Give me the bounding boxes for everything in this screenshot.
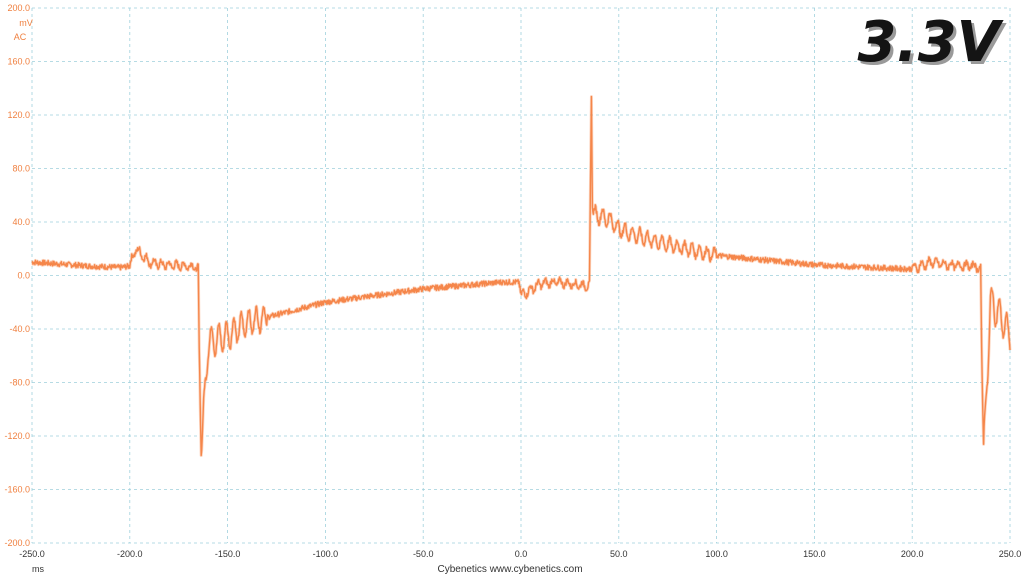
svg-text:3.3V: 3.3V [857,10,1004,75]
x-tick-label: -250.0 [19,549,45,559]
y-axis-coupling: AC [14,32,27,42]
y-axis-labels: 200.0 160.0 120.0 80.0 40.0 0.0 -40.0 -80.0 -120… [4,3,30,548]
x-tick-label: -50.0 [413,549,434,559]
x-tick-label: 250.0 [999,549,1022,559]
y-tick-label: 40.0 [12,217,30,227]
x-tick-label: -150.0 [215,549,241,559]
x-tick-label: 50.0 [610,549,628,559]
chart-title-badge: 3.3V 3.3V [857,10,1007,78]
series-trace-line [31,95,1011,457]
chart-grid [31,7,1011,544]
x-tick-label: 200.0 [901,549,924,559]
x-tick-label: 100.0 [705,549,728,559]
x-tick-label: 150.0 [803,549,826,559]
y-tick-label: 80.0 [12,164,30,174]
y-tick-label: 200.0 [7,3,30,13]
x-tick-label: 0.0 [515,549,528,559]
y-tick-label: -200.0 [4,538,30,548]
x-tick-label: -200.0 [117,549,143,559]
y-tick-label: 0.0 [17,271,30,281]
y-axis-unit: mV [19,18,33,28]
svg-text:3.3V: 3.3V [860,13,1007,78]
y-tick-label: 120.0 [7,110,30,120]
x-axis-unit: ms [32,564,44,574]
y-tick-label: -120.0 [4,431,30,441]
y-tick-label: 160.0 [7,57,30,67]
x-tick-label: -100.0 [313,549,339,559]
footer-credit: Cybenetics www.cybenetics.com [437,564,582,575]
y-tick-label: -40.0 [9,324,30,334]
x-axis-labels: -250.0 -200.0 -150.0 -100.0 -50.0 0.0 50.0 100.… [19,549,1021,559]
series-trace-band [30,95,1012,457]
y-tick-label: -80.0 [9,378,30,388]
y-tick-label: -160.0 [4,485,30,495]
